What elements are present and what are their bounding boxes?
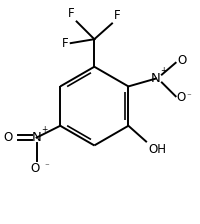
Text: ⁻: ⁻ [44, 162, 49, 171]
Text: N: N [151, 72, 161, 85]
Text: O: O [178, 54, 187, 67]
Text: OH: OH [148, 144, 166, 157]
Text: F: F [114, 9, 121, 22]
Text: O: O [30, 162, 39, 175]
Text: F: F [62, 37, 69, 50]
Text: O: O [4, 131, 13, 144]
Text: F: F [68, 7, 75, 21]
Text: ⁻: ⁻ [186, 93, 191, 102]
Text: O: O [177, 91, 186, 104]
Text: +: + [161, 66, 167, 75]
Text: N: N [32, 131, 41, 144]
Text: +: + [41, 125, 48, 134]
